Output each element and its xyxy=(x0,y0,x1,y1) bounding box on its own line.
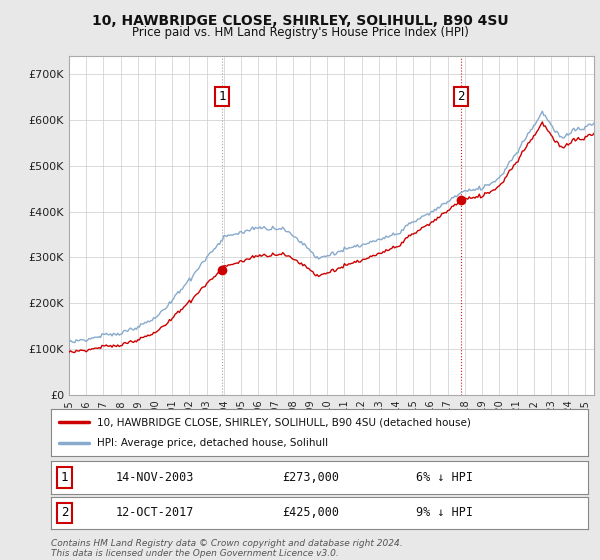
Text: £425,000: £425,000 xyxy=(282,506,339,520)
Text: 2: 2 xyxy=(458,90,465,103)
Text: 6% ↓ HPI: 6% ↓ HPI xyxy=(416,471,473,484)
Text: £273,000: £273,000 xyxy=(282,471,339,484)
Text: 1: 1 xyxy=(61,471,68,484)
Text: Contains HM Land Registry data © Crown copyright and database right 2024.: Contains HM Land Registry data © Crown c… xyxy=(51,539,403,548)
Text: 10, HAWBRIDGE CLOSE, SHIRLEY, SOLIHULL, B90 4SU: 10, HAWBRIDGE CLOSE, SHIRLEY, SOLIHULL, … xyxy=(92,14,508,28)
Text: This data is licensed under the Open Government Licence v3.0.: This data is licensed under the Open Gov… xyxy=(51,549,339,558)
Text: 12-OCT-2017: 12-OCT-2017 xyxy=(115,506,194,520)
Text: 2: 2 xyxy=(61,506,68,520)
Text: 10, HAWBRIDGE CLOSE, SHIRLEY, SOLIHULL, B90 4SU (detached house): 10, HAWBRIDGE CLOSE, SHIRLEY, SOLIHULL, … xyxy=(97,417,470,427)
Text: HPI: Average price, detached house, Solihull: HPI: Average price, detached house, Soli… xyxy=(97,438,328,448)
Text: 14-NOV-2003: 14-NOV-2003 xyxy=(115,471,194,484)
Text: Price paid vs. HM Land Registry's House Price Index (HPI): Price paid vs. HM Land Registry's House … xyxy=(131,26,469,39)
Text: 9% ↓ HPI: 9% ↓ HPI xyxy=(416,506,473,520)
Text: 1: 1 xyxy=(218,90,226,103)
